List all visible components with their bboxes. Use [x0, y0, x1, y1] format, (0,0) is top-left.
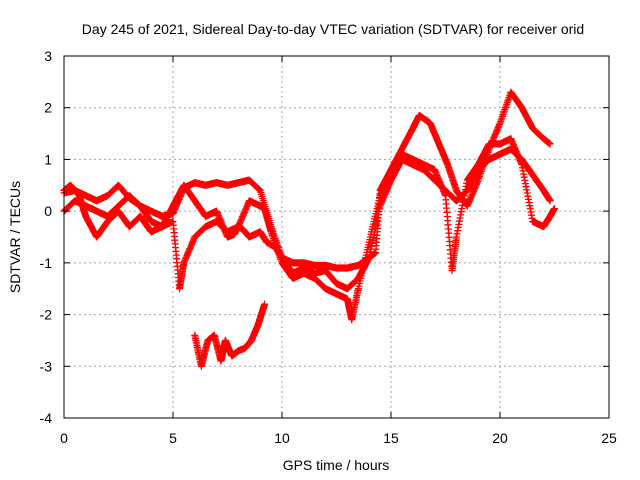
data-point-marks: [311, 274, 329, 292]
data-point-marks: [278, 259, 296, 282]
data-point-marks: [426, 119, 443, 147]
y-tick-label: -3: [40, 358, 53, 374]
x-tick-label: 0: [60, 430, 68, 446]
data-series: [60, 88, 559, 370]
data-point-marks: [398, 125, 416, 153]
data-point-marks: [75, 191, 90, 219]
data-point-marks: [529, 171, 547, 194]
x-axis-label: GPS time / hours: [283, 457, 390, 473]
y-tick-label: 2: [44, 100, 52, 116]
data-point-marks: [191, 223, 209, 241]
data-point-marks: [180, 234, 198, 267]
data-point-marks: [546, 140, 554, 148]
x-tick-label: 15: [383, 430, 399, 446]
data-point-marks: [539, 213, 554, 231]
data-point-marks: [463, 161, 482, 184]
data-point-marks: [348, 286, 362, 324]
data-point-marks: [435, 140, 451, 168]
data-point-marks: [463, 167, 482, 195]
data-point-marks: [387, 156, 405, 184]
data-point-marks: [245, 176, 264, 194]
y-tick-label: -1: [40, 255, 53, 271]
data-point-marks: [212, 207, 231, 240]
series-track-2: [60, 88, 554, 324]
data-point-marks: [66, 181, 83, 199]
data-point-marks: [420, 166, 438, 184]
plot-frame: [63, 55, 610, 419]
data-point-marks: [539, 186, 554, 204]
data-point-marks: [136, 202, 155, 225]
x-tick-label: 5: [169, 430, 177, 446]
data-point-marks: [529, 124, 547, 142]
y-tick-label: -2: [40, 307, 53, 323]
data-point-marks: [260, 300, 269, 308]
data-point-marks: [321, 266, 340, 287]
axis-ticks: 0 5 10 15 20 25 -4 -3 -2 -1 0 1 2 3: [40, 48, 617, 446]
y-axis-label: SDTVAR / TECUs: [7, 181, 23, 293]
data-point-marks: [372, 190, 384, 257]
data-point-marks: [241, 337, 255, 352]
data-point-marks: [191, 197, 209, 220]
data-point-marks: [271, 243, 286, 261]
data-point-marks: [448, 235, 460, 275]
data-point-marks: [430, 166, 449, 198]
chart-title: Day 245 of 2021, Sidereal Day-to-day VTE…: [82, 21, 584, 37]
data-point-marks: [93, 218, 111, 241]
data-point-marks: [260, 204, 275, 235]
data-point-marks: [136, 212, 155, 235]
data-point-marks: [387, 151, 405, 174]
data-point-marks: [354, 254, 373, 270]
data-point-marks: [415, 111, 434, 127]
data-point-marks: [247, 322, 262, 345]
data-point-marks: [103, 202, 122, 220]
data-point-marks: [254, 301, 268, 329]
data-point-marks: [343, 275, 362, 293]
series-track-4: [191, 300, 269, 370]
grid-lines: [64, 56, 609, 418]
x-tick-label: 25: [601, 430, 617, 446]
data-point-marks: [550, 204, 559, 213]
data-point-marks: [518, 104, 536, 131]
data-point-marks: [546, 197, 554, 205]
y-tick-label: -4: [40, 410, 53, 426]
data-point-marks: [376, 167, 395, 195]
data-point-marks: [452, 179, 471, 241]
data-point-marks: [197, 338, 212, 370]
data-point-marks: [507, 88, 525, 111]
y-tick-label: 0: [44, 203, 52, 219]
data-point-marks: [158, 203, 177, 231]
y-tick-label: 3: [44, 48, 52, 64]
data-point-marks: [518, 160, 536, 222]
data-point-marks: [474, 141, 493, 169]
x-tick-label: 10: [274, 430, 290, 446]
data-point-marks: [463, 177, 482, 210]
data-point-marks: [125, 191, 144, 210]
data-point-marks: [256, 228, 271, 246]
data-point-marks: [180, 181, 198, 204]
series-track-3: [60, 135, 559, 275]
data-point-marks: [444, 160, 460, 193]
data-point-marks: [507, 135, 525, 167]
y-tick-label: 1: [44, 151, 52, 167]
x-tick-label: 20: [492, 430, 508, 446]
